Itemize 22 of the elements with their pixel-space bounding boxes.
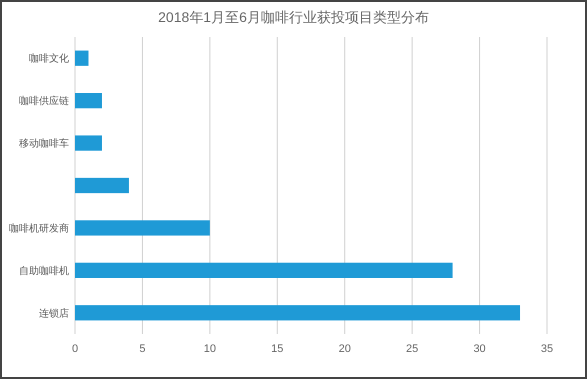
y-tick-label: 自助咖啡机: [19, 264, 69, 277]
x-tick-label: 0: [72, 343, 78, 355]
bar: [75, 93, 102, 108]
x-tick-label: 20: [338, 343, 351, 355]
y-tick-label: 咖啡供应链: [19, 95, 69, 108]
x-tick-label: 30: [473, 343, 486, 355]
x-tick-label: 35: [540, 343, 554, 355]
y-tick-label: 连锁店: [39, 307, 69, 320]
bar: [75, 305, 520, 320]
bar: [75, 220, 210, 236]
x-tick-label: 10: [204, 343, 216, 355]
bar: [75, 262, 453, 278]
y-tick-label: 咖啡文化: [29, 52, 69, 65]
x-tick-label: 5: [139, 343, 146, 355]
bar: [75, 50, 88, 66]
y-tick-label: 咖啡机研发商: [9, 222, 69, 234]
bar: [75, 178, 129, 194]
x-tick-label: 25: [406, 343, 418, 355]
x-tick-label: 15: [271, 343, 284, 355]
y-tick-label: 移动咖啡车: [19, 138, 69, 150]
chart-title: 2018年1月至6月咖啡行业获投项目类型分布: [158, 9, 429, 25]
bar: [75, 135, 102, 151]
